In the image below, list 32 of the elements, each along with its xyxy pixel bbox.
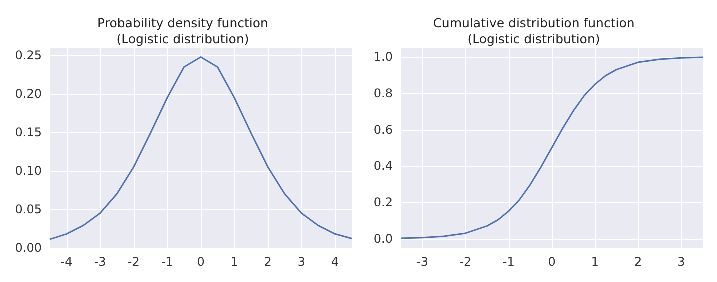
y-tick-label: 1.0 (374, 50, 393, 64)
x-tick-label: -4 (60, 255, 73, 269)
x-tick-label: 3 (298, 255, 306, 269)
x-tick-label: -2 (128, 255, 140, 269)
y-tick-label: 0.20 (15, 87, 42, 102)
y-tick-label: 0.8 (374, 86, 393, 100)
x-tick-label: -3 (416, 255, 429, 269)
x-tick-label: 0 (197, 255, 205, 269)
y-tick-label: 0.6 (374, 122, 393, 137)
x-tick-label: -2 (460, 255, 472, 269)
y-tick-label: 0.05 (15, 202, 42, 217)
line-series (400, 56, 704, 240)
y-tick-label: 0.0 (374, 232, 393, 246)
y-tick-label: 0.00 (15, 241, 42, 255)
y-tick-label: 0.25 (15, 48, 42, 63)
x-tick-label: 0 (548, 255, 556, 269)
x-tick-label: 3 (678, 255, 686, 269)
line-series (49, 56, 353, 240)
x-tick-label: -1 (161, 255, 174, 269)
x-tick-label: 2 (264, 255, 272, 269)
y-tick-label: 0.2 (374, 196, 393, 210)
x-tick-label: 1 (591, 255, 599, 269)
chart-title: Cumulative distribution function (Logistic distribution) (433, 16, 635, 46)
chart-title: Probability density function (Logistic distribution) (98, 16, 268, 46)
y-tick-label: 0.10 (15, 164, 42, 178)
y-tick-label: 0.15 (15, 126, 42, 140)
x-tick-label: -3 (94, 255, 106, 269)
x-tick-label: -1 (502, 255, 515, 269)
x-tick-label: 1 (230, 255, 238, 269)
x-tick-label: 4 (331, 255, 340, 269)
x-tick-label: 2 (634, 255, 642, 269)
y-tick-label: 0.4 (374, 159, 393, 174)
